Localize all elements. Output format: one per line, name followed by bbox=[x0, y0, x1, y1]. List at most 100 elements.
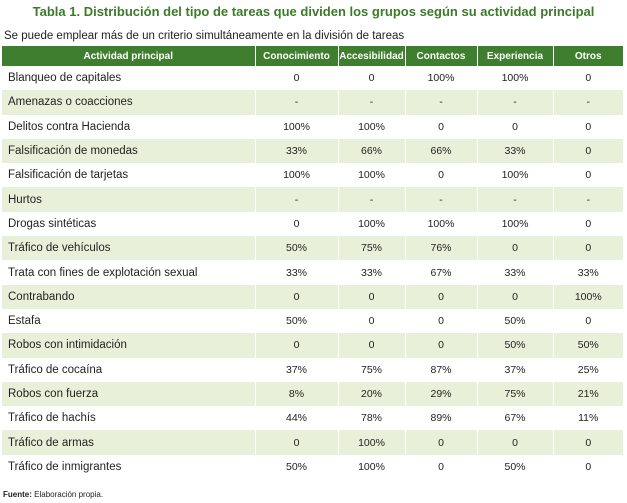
value-cell: 0 bbox=[405, 308, 478, 334]
value-cell: 0 bbox=[405, 114, 478, 139]
table-row: Falsificación de monedas 33% 66% 66% 33% 0 bbox=[2, 138, 623, 164]
value-cell: 0 bbox=[553, 66, 623, 91]
value-cell: 0 bbox=[405, 454, 478, 480]
activity-cell: Trata con fines de explotación sexual bbox=[2, 260, 256, 285]
value-cell: 50% bbox=[477, 333, 554, 358]
value-cell: 50% bbox=[477, 308, 554, 334]
activity-cell: Estafa bbox=[2, 308, 256, 334]
activity-cell: Falsificación de tarjetas bbox=[2, 163, 256, 188]
value-cell: 0 bbox=[405, 333, 478, 358]
value-cell: 33% bbox=[338, 260, 406, 285]
value-cell: 0 bbox=[553, 138, 623, 164]
value-cell: - bbox=[255, 187, 339, 212]
value-cell: 100% bbox=[338, 430, 406, 455]
value-cell: 0 bbox=[477, 236, 554, 261]
activity-cell: Tráfico de cocaína bbox=[2, 357, 256, 382]
value-cell: 0 bbox=[255, 430, 339, 455]
value-cell: 100% bbox=[338, 211, 406, 237]
value-cell: 66% bbox=[405, 138, 478, 164]
table-row: Robos con intimidación 0 0 0 50% 50% bbox=[2, 333, 623, 358]
value-cell: 37% bbox=[477, 357, 554, 382]
value-cell: 11% bbox=[553, 406, 623, 431]
table-caption: Tabla 1. Distribución del tipo de tareas… bbox=[0, 4, 627, 19]
table-row: Blanqueo de capitales 0 0 100% 100% 0 bbox=[2, 66, 623, 91]
value-cell: 33% bbox=[477, 260, 554, 285]
value-cell: - bbox=[477, 90, 554, 115]
value-cell: 20% bbox=[338, 381, 406, 407]
value-cell: 0 bbox=[553, 454, 623, 480]
value-cell: 0 bbox=[255, 66, 339, 91]
value-cell: 25% bbox=[553, 357, 623, 382]
value-cell: 0 bbox=[477, 114, 554, 139]
table-title: Distribución del tipo de tareas que divi… bbox=[83, 4, 595, 19]
value-cell: 0 bbox=[405, 163, 478, 188]
value-cell: - bbox=[338, 90, 406, 115]
table-row: Falsificación de tarjetas 100% 100% 0 100% 0 bbox=[2, 163, 623, 188]
activity-cell: Blanqueo de capitales bbox=[2, 66, 256, 91]
value-cell: 66% bbox=[338, 138, 406, 164]
value-cell: 75% bbox=[338, 236, 406, 261]
value-cell: 100% bbox=[338, 454, 406, 480]
value-cell: 100% bbox=[405, 211, 478, 237]
value-cell: 0 bbox=[405, 284, 478, 309]
table-row: Delitos contra Hacienda 100% 100% 0 0 0 bbox=[2, 114, 623, 139]
activity-cell: Drogas sintéticas bbox=[2, 211, 256, 237]
value-cell: 76% bbox=[405, 236, 478, 261]
value-cell: 0 bbox=[255, 333, 339, 358]
value-cell: - bbox=[405, 90, 478, 115]
value-cell: 78% bbox=[338, 406, 406, 431]
value-cell: 37% bbox=[255, 357, 339, 382]
table-number: Tabla 1. bbox=[32, 4, 81, 19]
table-row: Contrabando 0 0 0 0 100% bbox=[2, 284, 623, 309]
table-row: Tráfico de cocaína 37% 75% 87% 37% 25% bbox=[2, 357, 623, 382]
value-cell: 0 bbox=[553, 211, 623, 237]
value-cell: - bbox=[405, 187, 478, 212]
table-row: Estafa 50% 0 0 50% 0 bbox=[2, 308, 623, 334]
value-cell: 29% bbox=[405, 381, 478, 407]
value-cell: 100% bbox=[477, 211, 554, 237]
value-cell: 8% bbox=[255, 381, 339, 407]
column-header: Actividad principal bbox=[2, 46, 256, 66]
source-label: Fuente: bbox=[3, 490, 32, 499]
activity-cell: Hurtos bbox=[2, 187, 256, 212]
value-cell: 75% bbox=[477, 381, 554, 407]
column-header: Contactos bbox=[405, 46, 478, 66]
activity-cell: Robos con fuerza bbox=[2, 381, 256, 407]
value-cell: 0 bbox=[255, 284, 339, 309]
column-header: Experiencia bbox=[477, 46, 554, 66]
activity-cell: Falsificación de monedas bbox=[2, 138, 256, 164]
table-row: Robos con fuerza 8% 20% 29% 75% 21% bbox=[2, 381, 623, 407]
value-cell: 75% bbox=[338, 357, 406, 382]
value-cell: 44% bbox=[255, 406, 339, 431]
value-cell: 100% bbox=[553, 284, 623, 309]
value-cell: 0 bbox=[477, 430, 554, 455]
value-cell: 0 bbox=[553, 430, 623, 455]
value-cell: 50% bbox=[255, 236, 339, 261]
value-cell: 100% bbox=[255, 114, 339, 139]
column-header: Otros bbox=[553, 46, 623, 66]
value-cell: - bbox=[553, 90, 623, 115]
activity-cell: Tráfico de armas bbox=[2, 430, 256, 455]
value-cell: 100% bbox=[255, 163, 339, 188]
value-cell: 100% bbox=[338, 163, 406, 188]
value-cell: 0 bbox=[338, 284, 406, 309]
value-cell: 100% bbox=[338, 114, 406, 139]
activity-cell: Delitos contra Hacienda bbox=[2, 114, 256, 139]
table-row: Tráfico de vehículos 50% 75% 76% 0 0 bbox=[2, 236, 623, 261]
value-cell: 0 bbox=[255, 211, 339, 237]
value-cell: 50% bbox=[553, 333, 623, 358]
source-note: Fuente: Elaboración propia. bbox=[3, 490, 103, 499]
value-cell: 67% bbox=[477, 406, 554, 431]
value-cell: - bbox=[338, 187, 406, 212]
table-row: Trata con fines de explotación sexual 33%… bbox=[2, 260, 623, 285]
value-cell: - bbox=[553, 187, 623, 212]
table-row: Hurtos - - - - - bbox=[2, 187, 623, 212]
value-cell: - bbox=[255, 90, 339, 115]
activity-cell: Contrabando bbox=[2, 284, 256, 309]
activity-cell: Tráfico de vehículos bbox=[2, 236, 256, 261]
value-cell: 0 bbox=[338, 333, 406, 358]
value-cell: 100% bbox=[405, 66, 478, 91]
table-row: Tráfico de inmigrantes 50% 100% 0 50% 0 bbox=[2, 454, 623, 480]
value-cell: 0 bbox=[553, 114, 623, 139]
value-cell: - bbox=[477, 187, 554, 212]
